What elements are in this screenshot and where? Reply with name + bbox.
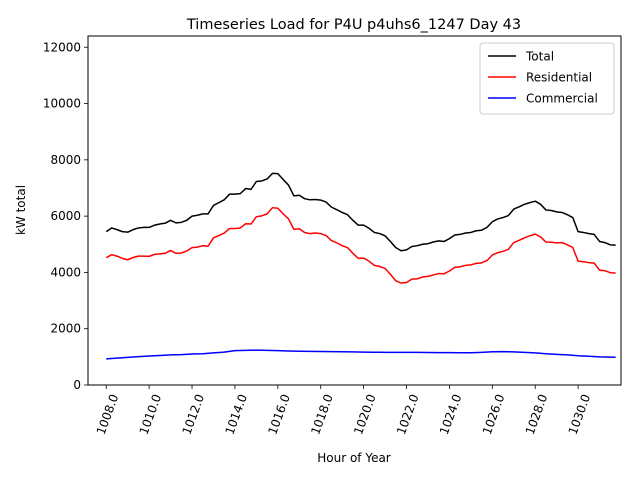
plot-lines bbox=[105, 172, 616, 360]
y-tick-label: 4000 bbox=[50, 265, 81, 279]
y-tick-label: 6000 bbox=[50, 209, 81, 223]
y-tick-label: 8000 bbox=[50, 153, 81, 167]
chart-title: Timeseries Load for P4U p4uhs6_1247 Day … bbox=[186, 17, 521, 33]
legend-label-total: Total bbox=[525, 50, 554, 64]
legend-box bbox=[479, 42, 615, 115]
series-line-commercial bbox=[106, 349, 616, 360]
y-axis-label: kW total bbox=[14, 185, 28, 235]
series-line-total bbox=[105, 172, 616, 252]
y-tick-label: 10000 bbox=[43, 97, 81, 111]
legend: Total Residential Commercial bbox=[479, 42, 615, 115]
x-axis-label: Hour of Year bbox=[317, 451, 391, 465]
y-tick-label: 12000 bbox=[43, 40, 81, 54]
y-axis-ticks: 0 2000 4000 6000 8000 10000 12000 bbox=[43, 40, 88, 392]
y-tick-label: 2000 bbox=[50, 322, 81, 336]
legend-label-commercial: Commercial bbox=[526, 92, 598, 106]
y-tick-label: 0 bbox=[73, 378, 81, 392]
series-line-residential bbox=[105, 206, 616, 284]
plot-frame bbox=[87, 35, 622, 386]
legend-label-residential: Residential bbox=[526, 71, 592, 85]
